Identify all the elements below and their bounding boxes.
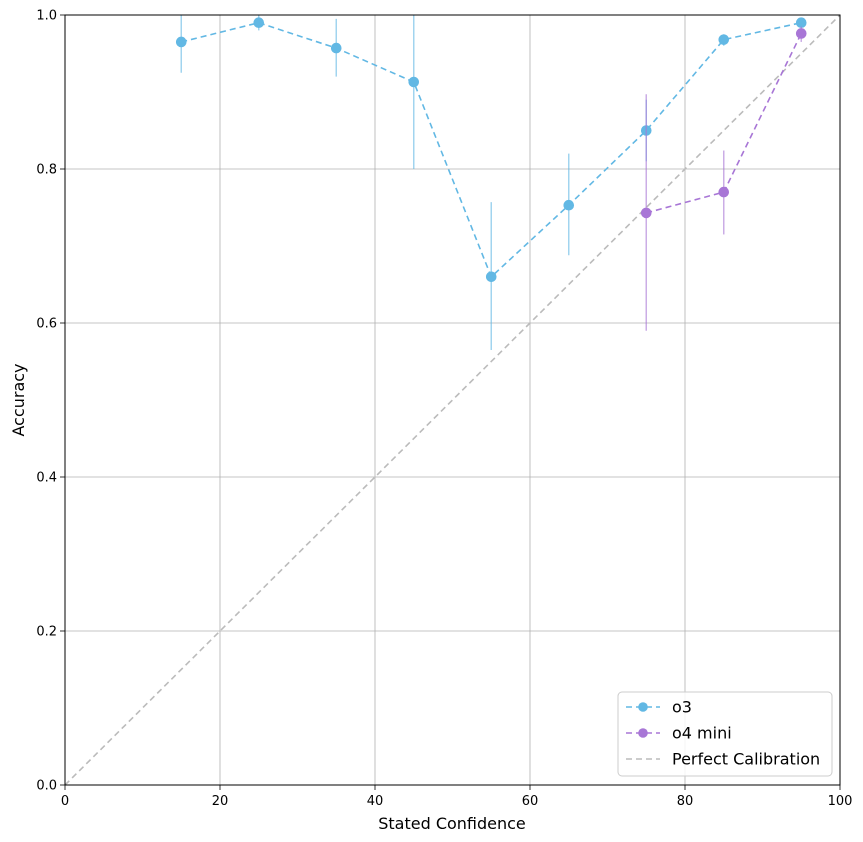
series-o3 [175, 15, 807, 350]
legend-label-o3: o3 [672, 698, 692, 717]
o3-point [175, 36, 187, 48]
y-tick-label: 0.2 [36, 625, 57, 640]
axis-ticks: 0 20 40 60 80 100 0.0 0.2 0.4 0.6 0.8 1.0 [36, 9, 852, 810]
legend-label-o4-mini: o4 mini [672, 724, 732, 743]
y-tick-label: 0.4 [36, 471, 57, 486]
o4-mini-point [640, 207, 652, 219]
x-axis-label: Stated Confidence [378, 814, 526, 833]
x-tick-label: 40 [367, 794, 384, 809]
x-tick-label: 0 [61, 794, 69, 809]
legend-swatch-marker-o4-mini [638, 728, 648, 738]
plot-frame [64, 14, 841, 786]
y-tick-label: 1.0 [36, 9, 57, 24]
x-tick-label: 20 [212, 794, 229, 809]
y-tick-label: 0.6 [36, 317, 57, 332]
y-tick-label: 0.0 [36, 779, 57, 794]
legend-box [617, 691, 833, 777]
y-tick-label: 0.8 [36, 163, 57, 178]
o3-point [253, 17, 265, 29]
x-tick-label: 100 [828, 794, 853, 809]
series-o4-mini [640, 26, 807, 331]
o3-point [408, 76, 420, 88]
o4-mini-point [718, 186, 730, 198]
x-tick-label: 60 [522, 794, 539, 809]
x-tick-label: 80 [677, 794, 694, 809]
o4-mini-point [795, 28, 807, 39]
legend: o3 o4 mini Perfect Calibration [617, 691, 833, 777]
perfect-calibration-line [64, 14, 841, 786]
o3-point [485, 271, 497, 283]
o3-point [563, 199, 575, 211]
o3-point [795, 17, 807, 29]
o3-point [330, 42, 342, 54]
grid-lines [65, 15, 840, 785]
o3-point [718, 34, 730, 45]
legend-swatch-marker-o3 [638, 702, 648, 712]
reference-layer [64, 14, 841, 786]
series-layer [175, 15, 807, 350]
y-axis-label: Accuracy [9, 363, 28, 436]
legend-label-perfect-calibration: Perfect Calibration [672, 750, 820, 769]
